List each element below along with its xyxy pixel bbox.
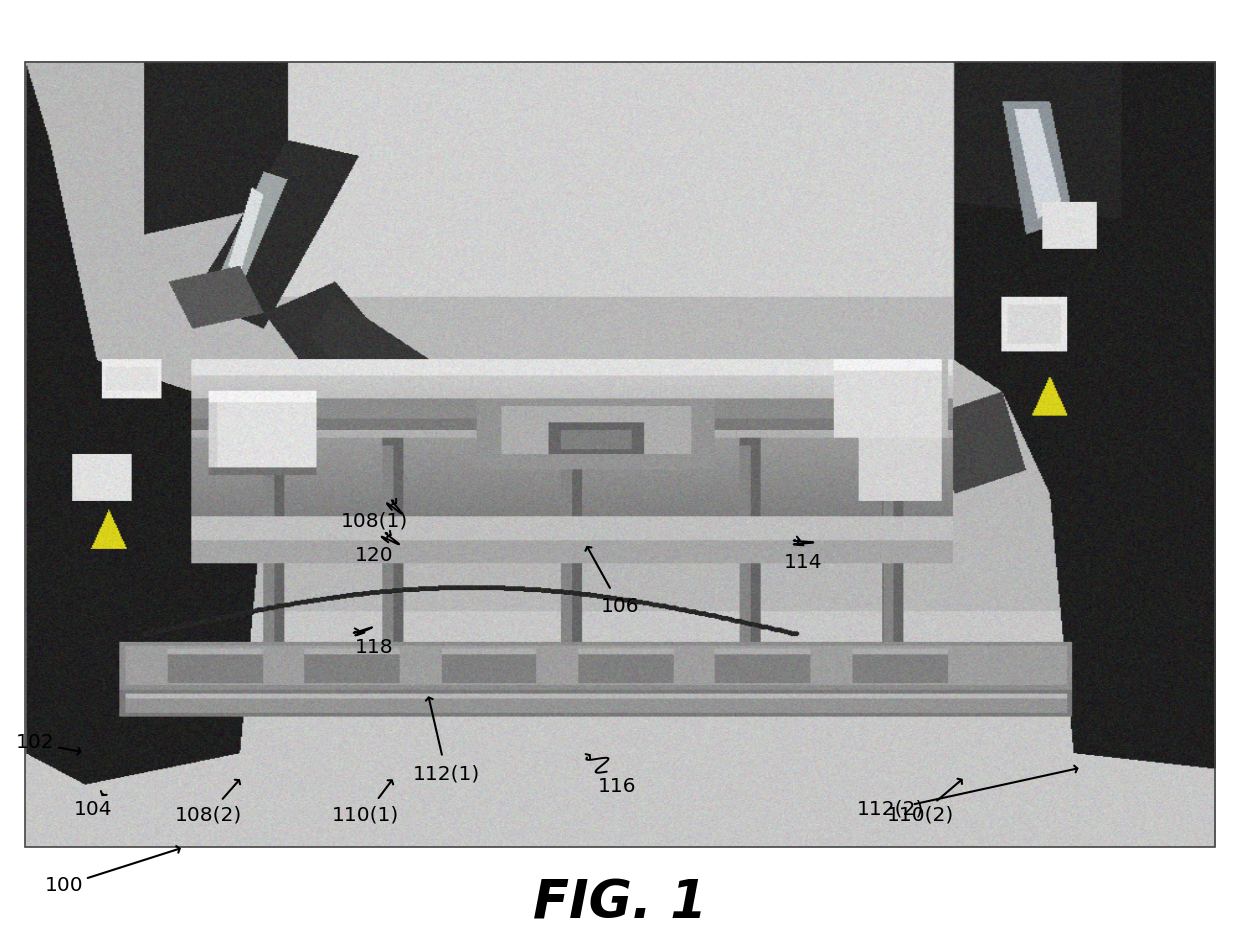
Text: 108(2): 108(2) — [175, 806, 242, 825]
Text: 120: 120 — [355, 546, 394, 565]
Text: 108(1): 108(1) — [341, 511, 408, 530]
Text: 112(1): 112(1) — [413, 765, 480, 784]
Text: 110(2): 110(2) — [887, 806, 954, 825]
Text: 112(2): 112(2) — [857, 800, 924, 819]
Text: FIG. 1: FIG. 1 — [533, 877, 707, 929]
Text: 114: 114 — [784, 553, 823, 572]
Text: 116: 116 — [598, 777, 637, 796]
Text: 118: 118 — [355, 638, 394, 657]
Text: 110(1): 110(1) — [332, 806, 399, 825]
Text: 104: 104 — [73, 800, 113, 819]
Text: 100: 100 — [45, 876, 84, 895]
Text: 106: 106 — [600, 597, 640, 616]
Text: 102: 102 — [15, 733, 55, 752]
